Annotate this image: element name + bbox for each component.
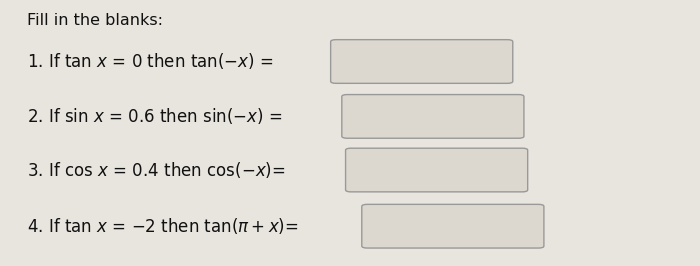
FancyBboxPatch shape xyxy=(342,95,524,138)
FancyBboxPatch shape xyxy=(362,204,544,248)
Text: Fill in the blanks:: Fill in the blanks: xyxy=(27,13,163,28)
Text: 1. If tan $x$ = 0 then tan$(-x)$ =: 1. If tan $x$ = 0 then tan$(-x)$ = xyxy=(27,52,274,72)
Text: 2. If sin $x$ = 0.6 then sin$(-x)$ =: 2. If sin $x$ = 0.6 then sin$(-x)$ = xyxy=(27,106,283,126)
FancyBboxPatch shape xyxy=(330,40,513,83)
Text: 4. If tan $x$ = $-$2 then tan$(\pi + x)$=: 4. If tan $x$ = $-$2 then tan$(\pi + x)$… xyxy=(27,216,299,236)
FancyBboxPatch shape xyxy=(346,148,528,192)
Text: 3. If cos $x$ = 0.4 then cos$(-x)$=: 3. If cos $x$ = 0.4 then cos$(-x)$= xyxy=(27,160,286,180)
